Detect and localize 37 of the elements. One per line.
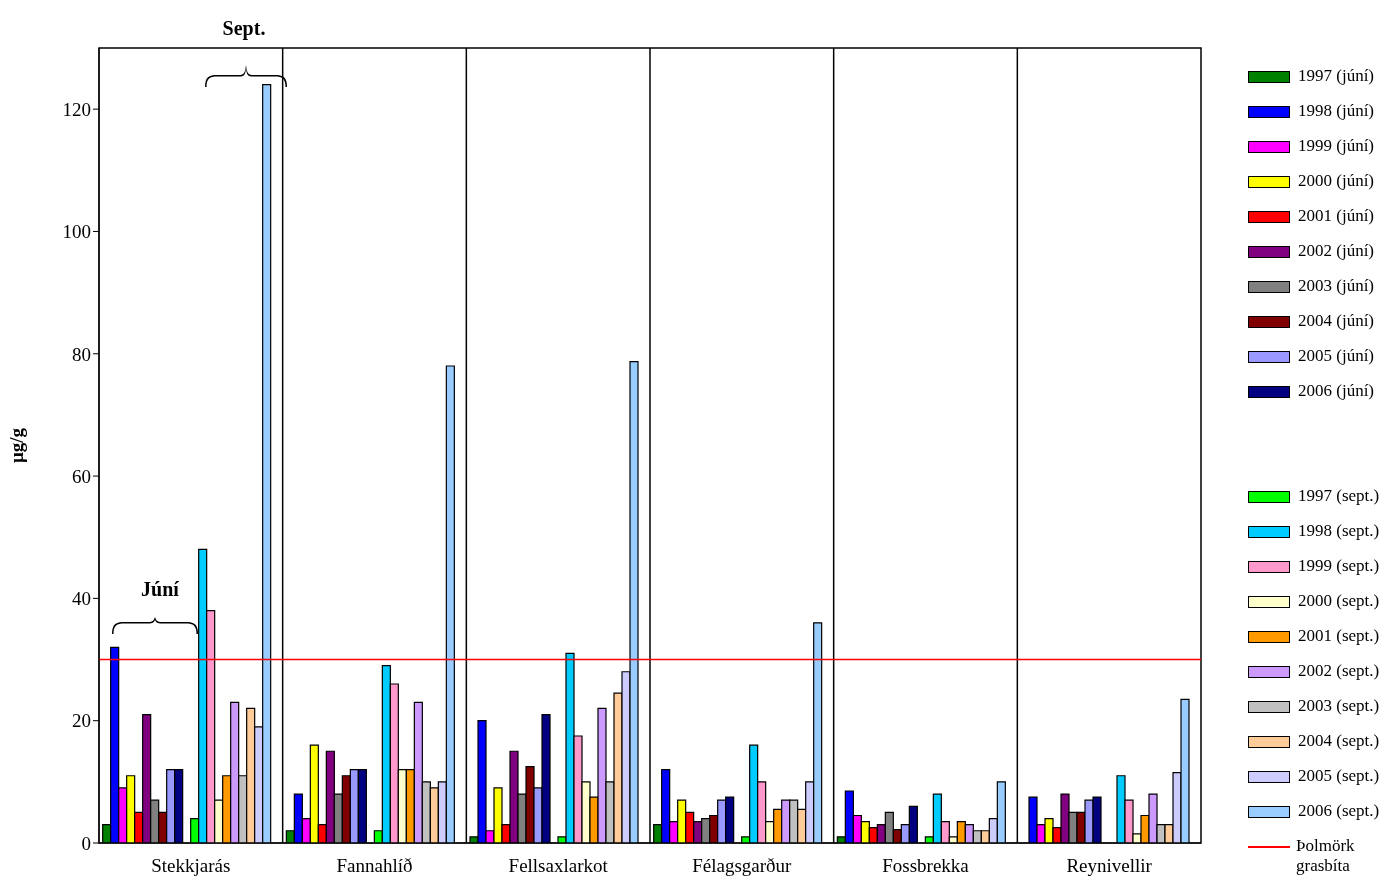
legend-label: Þolmörk grasbíta [1296, 836, 1356, 876]
y-tick-label: 20 [72, 710, 91, 732]
y-tick-label: 60 [72, 465, 91, 487]
y-tick-label: 80 [72, 343, 91, 365]
x-tick-label: Fannahlíð [336, 855, 413, 877]
legend-label: 2002 (sept.) [1298, 661, 1381, 681]
x-tick-label: Fellsaxlarkot [508, 855, 609, 877]
y-tick-label: 100 [62, 221, 91, 243]
y-axis-title: µg/g [5, 427, 27, 464]
y-tick-label: 0 [81, 832, 91, 854]
legend-label: 1997 (júní) [1298, 66, 1376, 86]
legend-label: 1998 (sept.) [1298, 521, 1381, 541]
legend-label: 2005 (júní) [1298, 346, 1376, 366]
legend-label: 2002 (júní) [1298, 241, 1376, 261]
legend-label: 2003 (júní) [1298, 276, 1376, 296]
legend-label: 1998 (júní) [1298, 101, 1376, 121]
legend-label: 2000 (júní) [1298, 171, 1376, 191]
legend-label: 2006 (sept.) [1298, 801, 1381, 821]
legend-label: 1999 (júní) [1298, 136, 1376, 156]
x-tick-label: Stekkjarás [151, 855, 231, 877]
x-tick-label: Reynivellir [1066, 855, 1153, 877]
y-tick-label: 40 [72, 588, 91, 610]
legend-label: 1999 (sept.) [1298, 556, 1381, 576]
legend-label: 2000 (sept.) [1298, 591, 1381, 611]
legend-label: 2003 (sept.) [1298, 696, 1381, 716]
legend-label: 2001 (sept.) [1298, 626, 1381, 646]
y-tick-label: 120 [62, 98, 91, 120]
x-tick-label: Félagsgarður [692, 855, 793, 877]
legend-label: 2005 (sept.) [1298, 766, 1381, 786]
annotation: Júní [140, 578, 180, 601]
x-tick-label: Fossbrekka [882, 855, 970, 877]
legend-label: 2004 (sept.) [1298, 731, 1381, 751]
legend-label: 2006 (júní) [1298, 381, 1376, 401]
text: Sept. [221, 17, 267, 40]
legend-label: 2004 (júní) [1298, 311, 1376, 331]
legend-label: 1997 (sept.) [1298, 486, 1381, 506]
legend-label: 2001 (júní) [1298, 206, 1376, 226]
